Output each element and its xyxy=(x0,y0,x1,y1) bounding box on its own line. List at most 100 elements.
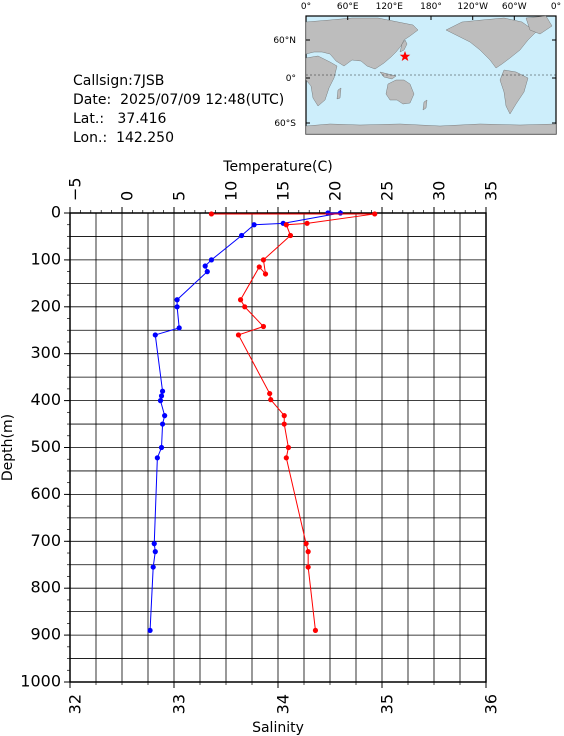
chart-labels: −5 0 5 10 15 20 25 30 35 32 33 34 35 36 0 100 200 300 400 5… xyxy=(0,159,501,736)
greenland xyxy=(525,15,553,35)
map-lat-label: 0° xyxy=(286,74,296,84)
temperature-point xyxy=(158,444,165,451)
lat-value: 37.416 xyxy=(117,111,167,127)
salinity-point xyxy=(303,541,309,547)
eurasia-landmass xyxy=(305,17,419,70)
map-lon-label: 180° xyxy=(420,2,442,12)
top-tick-label: 30 xyxy=(430,181,449,201)
date-line: Date: 2025/07/09 12:48(UTC) xyxy=(73,91,284,110)
japan xyxy=(399,39,408,53)
temperature-point xyxy=(280,220,286,226)
salinity-point xyxy=(283,222,289,228)
salinity-line xyxy=(211,213,375,631)
map-lon-label: 120°W xyxy=(457,2,488,12)
salinity-point xyxy=(242,304,248,310)
map-lon-label: 60°W xyxy=(502,2,527,12)
temperature-point xyxy=(154,455,160,461)
chart-grid xyxy=(70,213,486,682)
top-tick-label: 25 xyxy=(378,181,397,201)
salinity-point xyxy=(235,332,242,338)
date-value: 2025/07/09 12:48(UTC) xyxy=(120,92,285,108)
temperature-point xyxy=(159,388,166,394)
bottom-tick-label: 32 xyxy=(66,694,85,714)
salinity-point xyxy=(281,413,287,419)
temperature-point xyxy=(151,541,157,547)
salinity-point xyxy=(304,220,310,226)
top-tick-label: −5 xyxy=(66,177,85,201)
salinity-point xyxy=(237,297,244,303)
temperature-point xyxy=(174,297,180,303)
salinity-point xyxy=(287,232,294,239)
bottom-tick-label: 33 xyxy=(170,694,189,714)
bottom-tick-label: 34 xyxy=(274,694,293,714)
salinity-point xyxy=(312,627,319,634)
salinity-point xyxy=(305,549,311,555)
salinity-point xyxy=(208,211,215,217)
salinity-axis-title: Salinity xyxy=(252,720,304,736)
salinity-point xyxy=(285,444,291,451)
temperature-point xyxy=(251,222,257,228)
top-tick-label: 0 xyxy=(118,191,137,201)
temperature-point xyxy=(152,549,158,555)
lon-label: Lon.: xyxy=(73,130,108,146)
bottom-tick-label: 36 xyxy=(482,694,501,714)
temperature-point xyxy=(162,413,168,419)
temperature-point xyxy=(325,210,331,216)
depth-tick-label: 100 xyxy=(30,249,61,268)
depth-axis-title: Depth(m) xyxy=(0,414,16,481)
temperature-point xyxy=(147,627,153,634)
depth-tick-label: 800 xyxy=(30,578,61,597)
depth-tick-label: 600 xyxy=(30,484,61,503)
salinity-point xyxy=(281,421,287,427)
map-lon-label: 0° xyxy=(551,2,561,12)
temperature-line xyxy=(149,212,341,631)
top-tick-label: 10 xyxy=(222,181,241,201)
map-lon-label: 60°E xyxy=(337,2,359,12)
depth-tick-label: 900 xyxy=(30,625,61,644)
map-lon-label: 120°E xyxy=(376,2,404,12)
temperature-point xyxy=(150,564,156,570)
new-zealand xyxy=(422,99,428,111)
callsign-label: Callsign: xyxy=(73,73,133,89)
map-land xyxy=(305,15,557,135)
australia-landmass xyxy=(385,79,415,105)
north-america-landmass xyxy=(445,17,537,69)
salinity-point xyxy=(260,323,267,330)
temperature-point xyxy=(174,304,180,310)
top-tick-label: 35 xyxy=(482,181,501,201)
salinity-point xyxy=(268,397,274,403)
map-ticks: 0° 60°E 120°E 180° 120°W 60°W 0° 60°N 0° 60°S xyxy=(273,2,561,129)
bottom-tick-label: 35 xyxy=(378,694,397,714)
map-lat-label: 60°N xyxy=(273,36,296,46)
callsign-value: 7JSB xyxy=(132,73,165,89)
madagascar xyxy=(336,87,342,100)
date-label: Date: xyxy=(73,92,112,108)
lon-line: Lon.: 142.250 xyxy=(73,129,284,148)
station-marker-star xyxy=(399,51,411,61)
depth-tick-label: 200 xyxy=(30,296,61,315)
depth-tick-label: 400 xyxy=(30,390,61,409)
lat-label: Lat.: xyxy=(73,111,105,127)
temperature-point xyxy=(158,393,165,399)
salinity-point xyxy=(262,271,269,277)
depth-tick-label: 0 xyxy=(51,203,61,222)
temperature-point xyxy=(202,263,208,269)
lon-value: 142.250 xyxy=(116,130,174,146)
salinity-point xyxy=(256,264,262,270)
chart-series xyxy=(147,210,378,634)
chart-frame xyxy=(69,212,487,683)
temperature-point xyxy=(159,421,166,427)
depth-tick-label: 300 xyxy=(30,343,61,362)
salinity-point xyxy=(267,390,273,397)
temperature-point xyxy=(157,398,164,404)
temperature-point xyxy=(176,325,182,331)
station-info: Callsign:7JSB Date: 2025/07/09 12:48(UTC… xyxy=(73,72,284,148)
salinity-point xyxy=(305,564,311,570)
temperature-point xyxy=(337,210,343,216)
map-lon-label: 0° xyxy=(301,2,311,12)
callsign-line: Callsign:7JSB xyxy=(73,72,284,91)
salinity-point xyxy=(283,455,289,461)
temperature-point xyxy=(152,332,158,338)
chart-ticks xyxy=(64,207,487,688)
map-lat-label: 60°S xyxy=(274,119,296,129)
